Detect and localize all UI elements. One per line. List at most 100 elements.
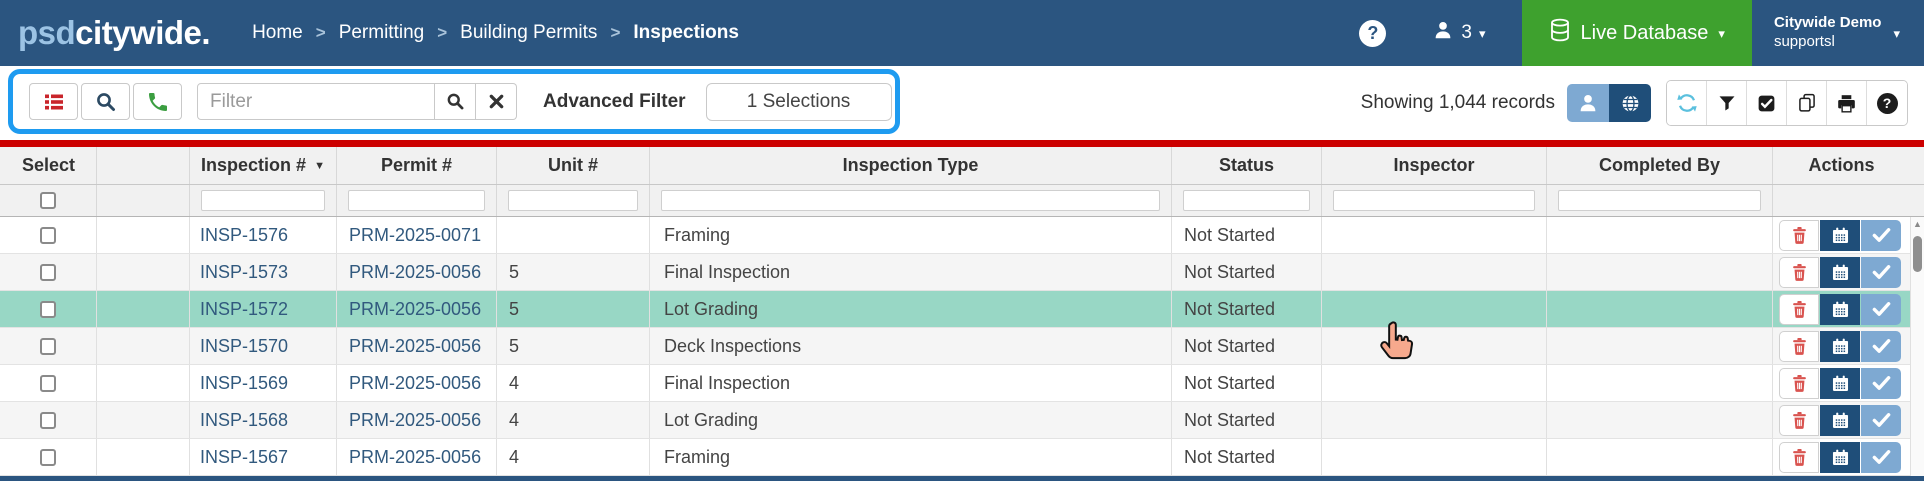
breadcrumb-item-home[interactable]: Home	[252, 22, 303, 43]
breadcrumb-item-building-permits[interactable]: Building Permits	[460, 22, 598, 43]
row-checkbox[interactable]	[40, 374, 56, 392]
complete-button[interactable]	[1861, 441, 1901, 473]
column-filter-input-inspector[interactable]	[1333, 190, 1535, 211]
delete-button[interactable]	[1779, 404, 1819, 436]
inspection-link[interactable]: INSP-1576	[200, 224, 289, 245]
scroll-up-arrow-icon[interactable]: ▲	[1913, 219, 1922, 229]
column-filter-input-permit[interactable]	[348, 190, 485, 211]
permit-link[interactable]: PRM-2025-0056	[349, 372, 482, 393]
search-mode-button[interactable]	[81, 83, 130, 120]
select-cell	[0, 328, 97, 364]
toolbar-right: Showing 1,044 records ?	[1361, 80, 1908, 126]
permit-link[interactable]: PRM-2025-0056	[349, 335, 482, 356]
live-database-button[interactable]: Live Database ▾	[1521, 0, 1752, 66]
column-header-select[interactable]: Select	[0, 147, 97, 184]
select-all-checkbox[interactable]	[40, 192, 56, 209]
globe-view-toggle[interactable]	[1609, 84, 1651, 122]
table-row[interactable]: INSP-1570 PRM-2025-0056 5 Deck Inspectio…	[0, 328, 1910, 365]
clear-filter-button[interactable]	[476, 83, 517, 120]
delete-button[interactable]	[1779, 330, 1819, 362]
row-checkbox[interactable]	[40, 337, 56, 355]
permit-link[interactable]: PRM-2025-0056	[349, 298, 482, 319]
schedule-button[interactable]	[1820, 441, 1860, 473]
column-header-inspection[interactable]: Inspection # ▼	[190, 147, 337, 184]
column-filter-input-type[interactable]	[661, 190, 1160, 211]
row-checkbox[interactable]	[40, 448, 56, 466]
table-help-button[interactable]: ?	[1867, 81, 1907, 125]
table-row[interactable]: INSP-1573 PRM-2025-0056 5 Final Inspecti…	[0, 254, 1910, 291]
column-header-permit[interactable]: Permit #	[337, 147, 497, 184]
breadcrumb-item-permitting[interactable]: Permitting	[338, 22, 425, 43]
row-checkbox[interactable]	[40, 226, 56, 244]
user-profile-menu[interactable]: Citywide Demo supportsl ▾	[1752, 14, 1924, 52]
inspection-link[interactable]: INSP-1568	[200, 409, 289, 430]
row-checkbox[interactable]	[40, 300, 56, 318]
permit-link[interactable]: PRM-2025-0056	[349, 409, 482, 430]
table-row[interactable]: INSP-1568 PRM-2025-0056 4 Lot Grading No…	[0, 402, 1910, 439]
inspection-link[interactable]: INSP-1573	[200, 261, 289, 282]
delete-button[interactable]	[1779, 367, 1819, 399]
column-header-status[interactable]: Status	[1172, 147, 1322, 184]
column-filter-input-status[interactable]	[1183, 190, 1310, 211]
schedule-button[interactable]	[1820, 256, 1860, 288]
column-header-unit[interactable]: Unit #	[497, 147, 650, 184]
filter-input[interactable]	[197, 83, 435, 120]
complete-button[interactable]	[1861, 219, 1901, 251]
status-cell: Not Started	[1172, 217, 1322, 253]
complete-button[interactable]	[1861, 256, 1901, 288]
vertical-scrollbar[interactable]: ▲	[1910, 217, 1924, 476]
app-logo[interactable]: psdcitywide.	[18, 14, 211, 52]
complete-button[interactable]	[1861, 330, 1901, 362]
filter-cell-select	[0, 185, 97, 216]
schedule-button[interactable]	[1820, 293, 1860, 325]
phone-button[interactable]	[133, 83, 182, 120]
permit-link[interactable]: PRM-2025-0056	[349, 261, 482, 282]
complete-button[interactable]	[1861, 367, 1901, 399]
row-checkbox[interactable]	[40, 411, 56, 429]
inspection-link[interactable]: INSP-1569	[200, 372, 289, 393]
users-view-toggle[interactable]	[1567, 84, 1609, 122]
select-records-button[interactable]	[1747, 81, 1787, 125]
delete-button[interactable]	[1779, 441, 1819, 473]
user-count-menu[interactable]: 3 ▾	[1432, 19, 1486, 47]
column-header-expand[interactable]	[97, 147, 190, 184]
list-view-button[interactable]	[29, 83, 78, 120]
schedule-button[interactable]	[1820, 367, 1860, 399]
complete-button[interactable]	[1861, 404, 1901, 436]
permit-link[interactable]: PRM-2025-0056	[349, 446, 482, 467]
schedule-button[interactable]	[1820, 330, 1860, 362]
filter-button[interactable]	[1707, 81, 1747, 125]
selections-button[interactable]: 1 Selections	[705, 82, 892, 121]
column-header-completed[interactable]: Completed By	[1547, 147, 1773, 184]
inspection-type-cell: Final Inspection	[650, 254, 1172, 290]
permit-link[interactable]: PRM-2025-0071	[349, 224, 482, 245]
schedule-button[interactable]	[1820, 219, 1860, 251]
help-icon[interactable]: ?	[1359, 19, 1387, 47]
user-name: Citywide Demo	[1773, 14, 1882, 32]
delete-button[interactable]	[1779, 256, 1819, 288]
table-row[interactable]: INSP-1576 PRM-2025-0071 Framing Not Star…	[0, 217, 1910, 254]
search-submit-button[interactable]	[435, 83, 476, 120]
row-checkbox[interactable]	[40, 263, 56, 281]
print-button[interactable]	[1827, 81, 1867, 125]
refresh-button[interactable]	[1667, 81, 1707, 125]
schedule-button[interactable]	[1820, 404, 1860, 436]
column-filter-input-completed[interactable]	[1558, 190, 1761, 211]
inspection-link[interactable]: INSP-1567	[200, 446, 289, 467]
inspection-link[interactable]: INSP-1570	[200, 335, 289, 356]
column-header-actions[interactable]: Actions	[1808, 155, 1875, 175]
table-row[interactable]: INSP-1567 PRM-2025-0056 4 Framing Not St…	[0, 439, 1910, 476]
delete-button[interactable]	[1779, 293, 1819, 325]
column-filter-input-inspection[interactable]	[201, 190, 325, 211]
column-header-inspector[interactable]: Inspector	[1322, 147, 1547, 184]
complete-button[interactable]	[1861, 293, 1901, 325]
copy-button[interactable]	[1787, 81, 1827, 125]
scrollbar-thumb[interactable]	[1913, 236, 1922, 272]
table-row[interactable]: INSP-1569 PRM-2025-0056 4 Final Inspecti…	[0, 365, 1910, 402]
delete-button[interactable]	[1779, 219, 1819, 251]
column-filter-input-unit[interactable]	[508, 190, 638, 211]
inspection-link[interactable]: INSP-1572	[200, 298, 289, 319]
completed-by-cell	[1547, 365, 1773, 401]
table-row[interactable]: INSP-1572 PRM-2025-0056 5 Lot Grading No…	[0, 291, 1910, 328]
column-header-type[interactable]: Inspection Type	[650, 147, 1172, 184]
